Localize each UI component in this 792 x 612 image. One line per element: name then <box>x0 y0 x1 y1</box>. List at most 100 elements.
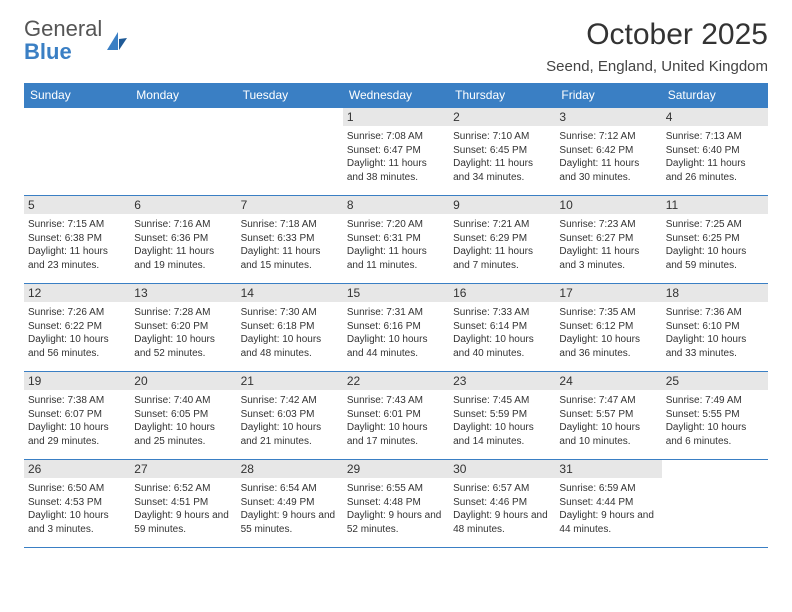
day-details: Sunrise: 7:33 AMSunset: 6:14 PMDaylight:… <box>453 306 551 360</box>
logo: General Blue <box>24 18 131 64</box>
day-number: 1 <box>343 108 449 126</box>
day-details: Sunrise: 6:52 AMSunset: 4:51 PMDaylight:… <box>134 482 232 536</box>
day-details: Sunrise: 7:35 AMSunset: 6:12 PMDaylight:… <box>559 306 657 360</box>
weekday-header: Monday <box>130 83 236 108</box>
day-number: 25 <box>662 372 768 390</box>
day-number: 5 <box>24 196 130 214</box>
day-details: Sunrise: 7:43 AMSunset: 6:01 PMDaylight:… <box>347 394 445 448</box>
calendar-header-row: SundayMondayTuesdayWednesdayThursdayFrid… <box>24 83 768 108</box>
day-cell: 7Sunrise: 7:18 AMSunset: 6:33 PMDaylight… <box>237 196 343 284</box>
day-number: 12 <box>24 284 130 302</box>
day-details: Sunrise: 7:26 AMSunset: 6:22 PMDaylight:… <box>28 306 126 360</box>
day-details: Sunrise: 7:21 AMSunset: 6:29 PMDaylight:… <box>453 218 551 272</box>
day-cell: 14 Sunrise: 7:30 AMSunset: 6:18 PMDayligh… <box>237 284 343 372</box>
day-details: Sunrise: 7:38 AMSunset: 6:07 PMDaylight:… <box>28 394 126 448</box>
day-number: 13 <box>130 284 236 302</box>
day-details: Sunrise: 7:13 AMSunset: 6:40 PMDaylight:… <box>666 130 764 184</box>
day-cell: 17 Sunrise: 7:35 AMSunset: 6:12 PMDayligh… <box>555 284 661 372</box>
day-details: Sunrise: 6:55 AMSunset: 4:48 PMDaylight:… <box>347 482 445 536</box>
day-number: 30 <box>449 460 555 478</box>
day-number: 20 <box>130 372 236 390</box>
weekday-header: Sunday <box>24 83 130 108</box>
day-cell: 5 Sunrise: 7:15 AMSunset: 6:38 PMDaylight… <box>24 196 130 284</box>
day-details: Sunrise: 7:08 AMSunset: 6:47 PMDaylight:… <box>347 130 445 184</box>
empty-cell <box>237 108 343 196</box>
empty-cell <box>662 460 768 548</box>
day-details: Sunrise: 7:47 AMSunset: 5:57 PMDaylight:… <box>559 394 657 448</box>
day-cell: 9 Sunrise: 7:21 AMSunset: 6:29 PMDaylight… <box>449 196 555 284</box>
day-cell: 15Sunrise: 7:31 AMSunset: 6:16 PMDayligh… <box>343 284 449 372</box>
day-number: 10 <box>555 196 661 214</box>
day-number: 11 <box>662 196 768 214</box>
day-cell: 23 Sunrise: 7:45 AMSunset: 5:59 PMDayligh… <box>449 372 555 460</box>
day-details: Sunrise: 6:54 AMSunset: 4:49 PMDaylight:… <box>241 482 339 536</box>
day-number: 22 <box>343 372 449 390</box>
day-number: 2 <box>449 108 555 126</box>
day-number: 29 <box>343 460 449 478</box>
day-details: Sunrise: 7:30 AMSunset: 6:18 PMDaylight:… <box>241 306 339 360</box>
day-cell: 26 Sunrise: 6:50 AMSunset: 4:53 PMDayligh… <box>24 460 130 548</box>
day-details: Sunrise: 7:23 AMSunset: 6:27 PMDaylight:… <box>559 218 657 272</box>
day-cell: 20 Sunrise: 7:40 AMSunset: 6:05 PMDayligh… <box>130 372 236 460</box>
day-details: Sunrise: 7:20 AMSunset: 6:31 PMDaylight:… <box>347 218 445 272</box>
day-details: Sunrise: 7:36 AMSunset: 6:10 PMDaylight:… <box>666 306 764 360</box>
day-number: 26 <box>24 460 130 478</box>
day-details: Sunrise: 7:15 AMSunset: 6:38 PMDaylight:… <box>28 218 126 272</box>
day-number: 18 <box>662 284 768 302</box>
day-number: 16 <box>449 284 555 302</box>
location-text: Seend, England, United Kingdom <box>546 58 768 75</box>
calendar-table: SundayMondayTuesdayWednesdayThursdayFrid… <box>24 83 768 548</box>
weekday-header: Friday <box>555 83 661 108</box>
empty-cell <box>130 108 236 196</box>
day-cell: 1 Sunrise: 7:08 AMSunset: 6:47 PMDaylight… <box>343 108 449 196</box>
day-details: Sunrise: 7:49 AMSunset: 5:55 PMDaylight:… <box>666 394 764 448</box>
day-number: 24 <box>555 372 661 390</box>
day-cell: 22 Sunrise: 7:43 AMSunset: 6:01 PMDayligh… <box>343 372 449 460</box>
day-cell: 12 Sunrise: 7:26 AMSunset: 6:22 PMDayligh… <box>24 284 130 372</box>
day-cell: 21 Sunrise: 7:42 AMSunset: 6:03 PMDayligh… <box>237 372 343 460</box>
day-number: 9 <box>449 196 555 214</box>
calendar-body: 1 Sunrise: 7:08 AMSunset: 6:47 PMDaylight… <box>24 108 768 548</box>
day-details: Sunrise: 7:45 AMSunset: 5:59 PMDaylight:… <box>453 394 551 448</box>
day-cell: 18 Sunrise: 7:36 AMSunset: 6:10 PMDayligh… <box>662 284 768 372</box>
day-number: 17 <box>555 284 661 302</box>
logo-word-2: Blue <box>24 39 72 64</box>
day-number: 19 <box>24 372 130 390</box>
day-number: 27 <box>130 460 236 478</box>
day-details: Sunrise: 6:50 AMSunset: 4:53 PMDaylight:… <box>28 482 126 536</box>
day-number: 23 <box>449 372 555 390</box>
weekday-header: Saturday <box>662 83 768 108</box>
day-cell: 28 Sunrise: 6:54 AMSunset: 4:49 PMDayligh… <box>237 460 343 548</box>
day-number: 21 <box>237 372 343 390</box>
day-number: 6 <box>130 196 236 214</box>
logo-word-1: General <box>24 16 102 41</box>
calendar-week-row: 1 Sunrise: 7:08 AMSunset: 6:47 PMDaylight… <box>24 108 768 196</box>
day-number: 8 <box>343 196 449 214</box>
logo-text: General Blue <box>24 18 102 64</box>
day-cell: 30 Sunrise: 6:57 AMSunset: 4:46 PMDayligh… <box>449 460 555 548</box>
weekday-header: Wednesday <box>343 83 449 108</box>
title-block: October 2025 Seend, England, United King… <box>546 18 768 75</box>
day-details: Sunrise: 7:42 AMSunset: 6:03 PMDaylight:… <box>241 394 339 448</box>
day-cell: 8 Sunrise: 7:20 AMSunset: 6:31 PMDaylight… <box>343 196 449 284</box>
day-number: 14 <box>237 284 343 302</box>
day-cell: 2 Sunrise: 7:10 AMSunset: 6:45 PMDaylight… <box>449 108 555 196</box>
day-details: Sunrise: 7:10 AMSunset: 6:45 PMDaylight:… <box>453 130 551 184</box>
day-number: 31 <box>555 460 661 478</box>
day-details: Sunrise: 6:57 AMSunset: 4:46 PMDaylight:… <box>453 482 551 536</box>
day-details: Sunrise: 7:40 AMSunset: 6:05 PMDaylight:… <box>134 394 232 448</box>
day-cell: 11Sunrise: 7:25 AMSunset: 6:25 PMDayligh… <box>662 196 768 284</box>
empty-cell <box>24 108 130 196</box>
day-cell: 19 Sunrise: 7:38 AMSunset: 6:07 PMDayligh… <box>24 372 130 460</box>
day-details: Sunrise: 7:12 AMSunset: 6:42 PMDaylight:… <box>559 130 657 184</box>
weekday-header: Tuesday <box>237 83 343 108</box>
day-cell: 29 Sunrise: 6:55 AMSunset: 4:48 PMDayligh… <box>343 460 449 548</box>
page-header: General Blue October 2025 Seend, England… <box>24 18 768 75</box>
day-number: 28 <box>237 460 343 478</box>
calendar-week-row: 26 Sunrise: 6:50 AMSunset: 4:53 PMDayligh… <box>24 460 768 548</box>
day-cell: 27 Sunrise: 6:52 AMSunset: 4:51 PMDayligh… <box>130 460 236 548</box>
day-cell: 4Sunrise: 7:13 AMSunset: 6:40 PMDaylight… <box>662 108 768 196</box>
day-cell: 31Sunrise: 6:59 AMSunset: 4:44 PMDayligh… <box>555 460 661 548</box>
day-cell: 24 Sunrise: 7:47 AMSunset: 5:57 PMDayligh… <box>555 372 661 460</box>
calendar-week-row: 5 Sunrise: 7:15 AMSunset: 6:38 PMDaylight… <box>24 196 768 284</box>
